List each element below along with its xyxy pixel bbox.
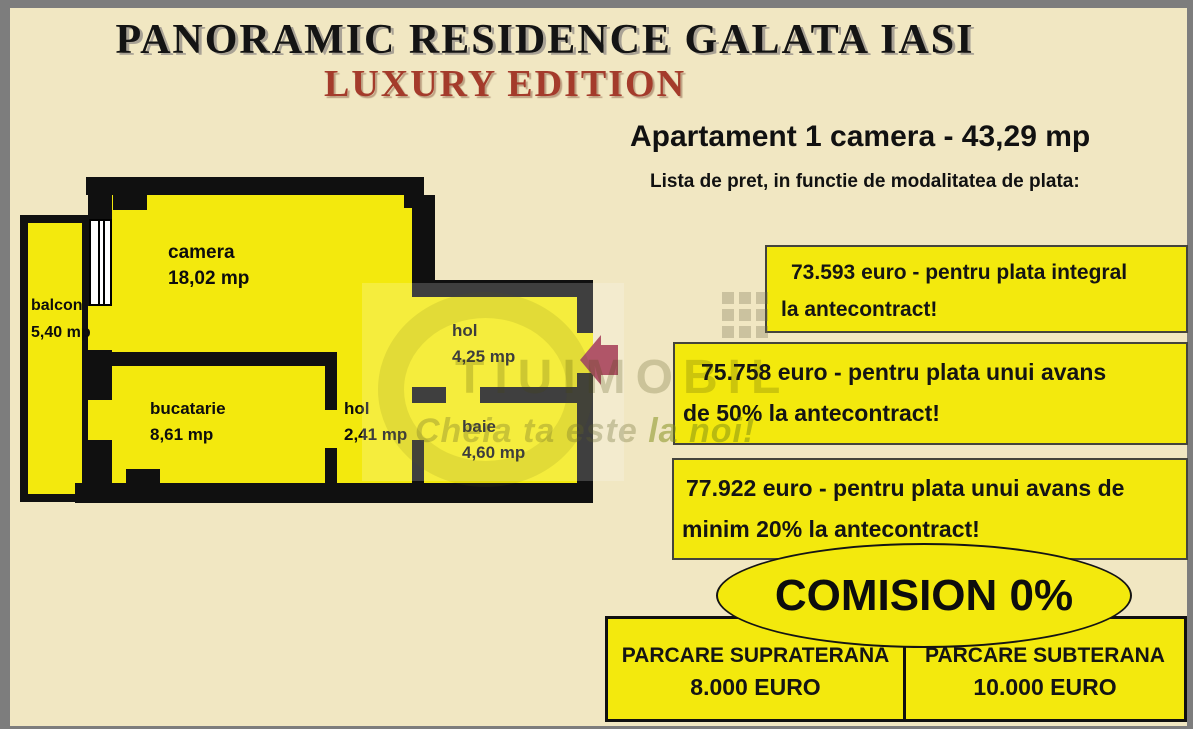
- entrance-arrow-tail: [600, 345, 618, 375]
- floor-area-main: [100, 193, 415, 485]
- page-subtitle: LUXURY EDITION: [323, 63, 687, 105]
- window-pane-line: [98, 221, 100, 304]
- wall-living-right: [412, 195, 435, 297]
- room-label-hol-mare: hol 4,25 mp: [452, 321, 516, 366]
- price-offer-50-percent: 75.758 euro - pentru plata unui avans de…: [673, 342, 1188, 445]
- parking-box-supraterana: PARCARE SUPRATERANA 8.000 EURO: [605, 616, 906, 722]
- price-list-caption: Lista de pret, in functie de modalitatea…: [650, 171, 1080, 192]
- floor-area-balcon: [28, 223, 82, 494]
- room-label-hol-mic: hol 2,41 mp: [344, 399, 408, 444]
- window-pane-line: [103, 221, 105, 304]
- wall-kitchen-top: [100, 352, 337, 366]
- wall-kitchen-right-upper: [325, 352, 337, 410]
- wall-notch-left: [113, 195, 147, 210]
- wall-bottom: [75, 483, 593, 503]
- window-icon: [89, 219, 112, 306]
- room-label-camera: camera 18,02 mp: [168, 242, 250, 289]
- page-title: PANORAMIC RESIDENCE GALATA IASI: [115, 17, 975, 63]
- door-opening-balcony-lower: [88, 400, 112, 440]
- price-offer-full-payment: 73.593 euro - pentru plata integral la a…: [765, 245, 1188, 333]
- entrance-arrow-icon: [580, 335, 601, 385]
- door-opening-balcony-upper: [88, 306, 112, 350]
- apartment-heading: Apartament 1 camera - 43,29 mp: [630, 120, 1091, 153]
- commission-badge: COMISION 0%: [716, 543, 1132, 648]
- wall-wing-top: [412, 280, 593, 297]
- wall-bath-top-right: [480, 387, 593, 403]
- wall-kitchen-right-lower: [325, 448, 337, 488]
- price-offer-20-percent: 77.922 euro - pentru plata unui avans de…: [672, 458, 1188, 560]
- wall-top: [86, 177, 424, 195]
- room-label-bucatarie: bucatarie 8,61 mp: [150, 399, 226, 444]
- room-label-balcon: balcon 5,40 mp: [31, 297, 91, 341]
- wall-bath-left: [412, 440, 424, 483]
- wall-bath-top-left: [412, 387, 446, 403]
- wall-notch-bottom: [126, 469, 160, 483]
- room-label-baie: baie 4,60 mp: [462, 417, 526, 462]
